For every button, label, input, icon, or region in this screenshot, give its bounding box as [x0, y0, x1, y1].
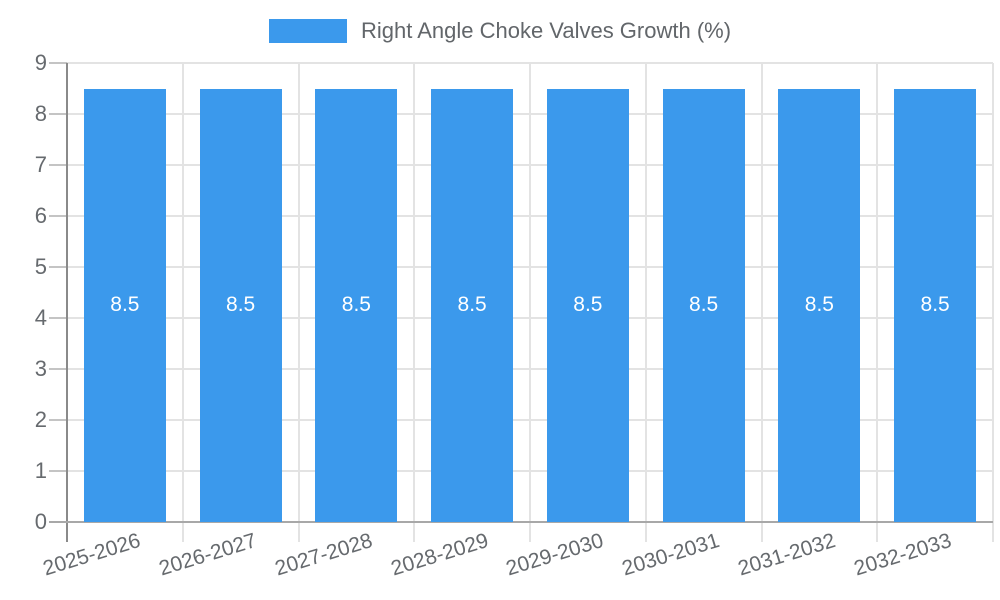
y-axis-tick: [49, 62, 67, 64]
y-axis-tick: [49, 215, 67, 217]
y-axis-line: [66, 63, 68, 542]
bar-value-label: 8.5: [689, 293, 719, 317]
chart-legend[interactable]: Right Angle Choke Valves Growth (%): [0, 17, 1000, 45]
bar[interactable]: 8.5: [431, 88, 514, 522]
bar[interactable]: 8.5: [315, 88, 398, 522]
bar-value-label: 8.5: [110, 293, 140, 317]
bar[interactable]: 8.5: [546, 88, 629, 522]
legend-label: Right Angle Choke Valves Growth (%): [360, 18, 732, 43]
y-axis-label: 3: [34, 356, 47, 381]
x-axis-label: 2029-2030: [503, 529, 607, 581]
y-axis-tick: [49, 419, 67, 421]
x-axis-label: 2028-2029: [388, 529, 491, 581]
x-axis-label: 2025-2026: [40, 529, 144, 581]
y-axis-label: 4: [34, 305, 47, 330]
x-gridline: [644, 63, 647, 542]
y-axis-tick: [49, 266, 67, 268]
bar-value-label: 8.5: [920, 293, 950, 317]
x-axis-label: 2026-2027: [156, 529, 260, 581]
x-gridline: [297, 63, 300, 542]
y-axis-label: 0: [34, 509, 47, 534]
x-gridline: [876, 63, 879, 542]
bar[interactable]: 8.5: [199, 88, 282, 522]
y-axis-tick: [49, 113, 67, 115]
x-gridline: [992, 63, 994, 542]
x-axis-label: 2032-2033: [851, 529, 954, 581]
bar-value-label: 8.5: [226, 293, 256, 317]
x-axis-line: [49, 521, 993, 523]
y-axis-label: 5: [34, 254, 47, 279]
y-axis-label: 6: [34, 203, 47, 228]
x-gridline: [529, 63, 531, 542]
x-axis-label: 2027-2028: [272, 529, 376, 581]
y-axis-label: 1: [34, 458, 47, 483]
bar[interactable]: 8.5: [778, 88, 861, 522]
bar-value-label: 8.5: [804, 293, 834, 317]
y-axis-label: 8: [34, 101, 47, 126]
x-gridline: [760, 63, 763, 542]
bar[interactable]: 8.5: [83, 88, 166, 522]
y-axis-tick: [49, 317, 67, 319]
y-axis-label: 7: [34, 152, 47, 177]
y-axis-tick: [49, 368, 67, 370]
x-gridline: [181, 63, 184, 542]
y-axis-tick: [49, 470, 67, 472]
y-axis-tick: [49, 164, 67, 166]
y-axis-label: 2: [34, 407, 47, 432]
legend-swatch: [268, 19, 347, 43]
x-gridline: [413, 63, 416, 542]
x-axis-label: 2031-2032: [735, 529, 839, 581]
bar[interactable]: 8.5: [894, 88, 977, 522]
bar[interactable]: 8.5: [662, 88, 745, 522]
y-axis-label: 9: [34, 50, 47, 75]
bar-value-label: 8.5: [573, 293, 603, 317]
x-axis-label: 2030-2031: [619, 529, 723, 581]
bar-value-label: 8.5: [457, 293, 487, 317]
bar-value-label: 8.5: [341, 293, 371, 317]
